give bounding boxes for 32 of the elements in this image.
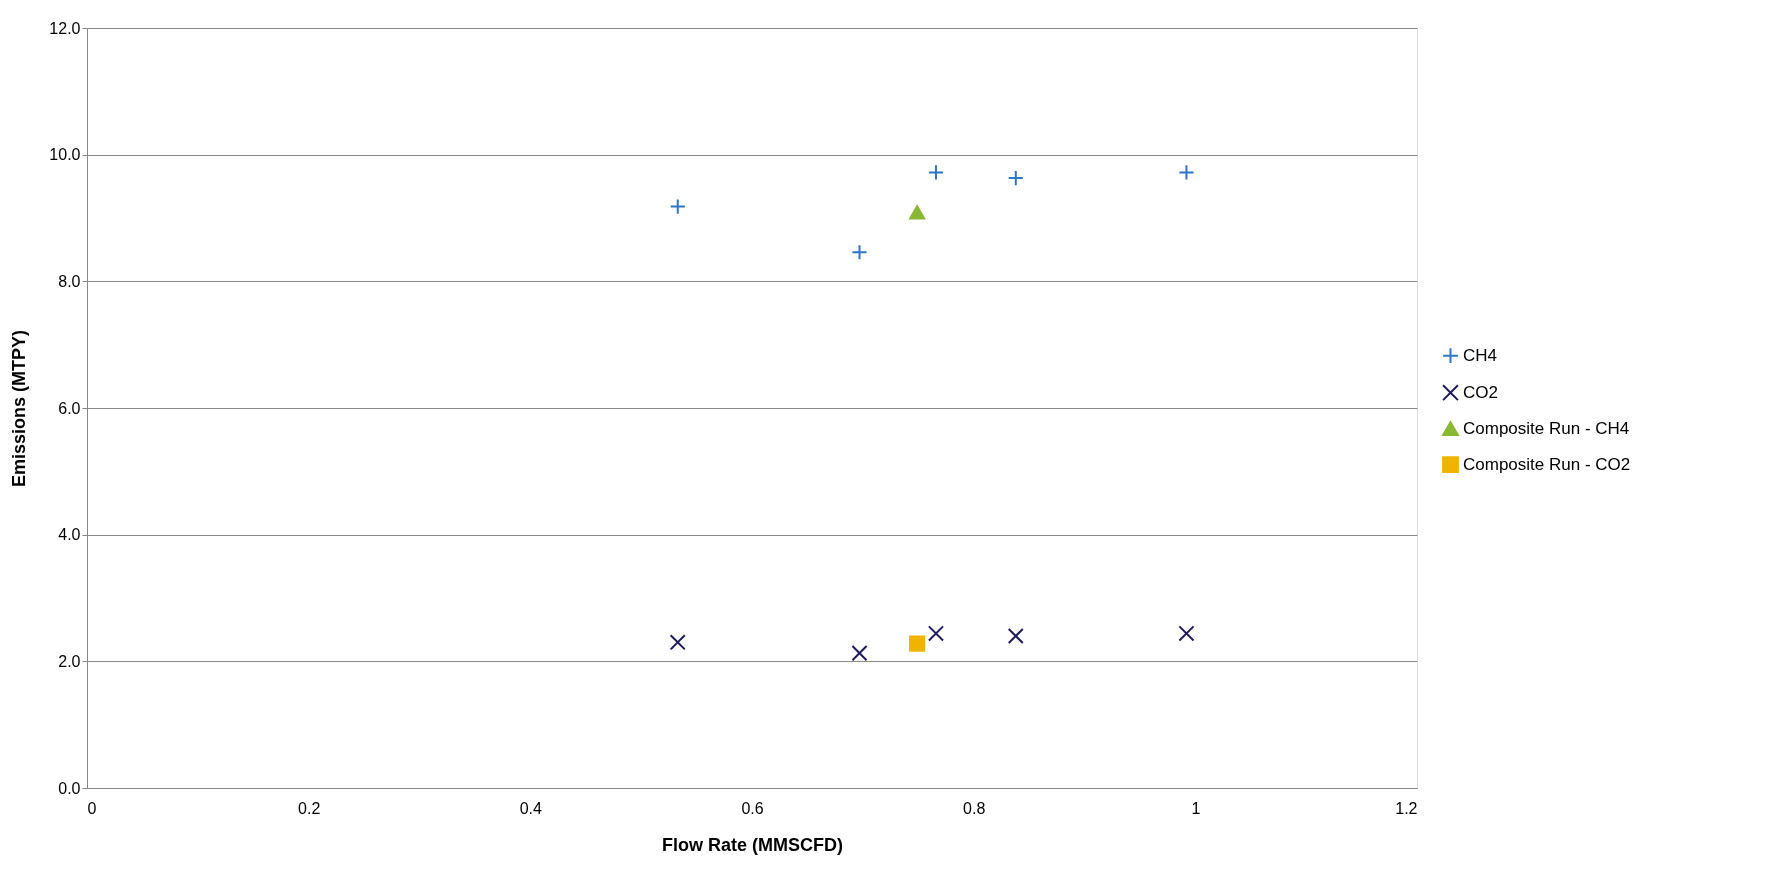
point	[1178, 164, 1195, 181]
y-tick-label: 6.0	[58, 399, 81, 417]
legend-label: Composite Run - CO2	[1463, 454, 1631, 474]
y-tick-label: 0.0	[58, 779, 81, 797]
y-tick-label: 8.0	[58, 272, 81, 290]
y-tick-label: 10.0	[49, 146, 81, 164]
legend-label: Composite Run - CH4	[1463, 418, 1630, 438]
x-tick-label: 1	[1191, 799, 1201, 817]
x-tick-label: 0.2	[298, 799, 321, 817]
y-tick-label: 2.0	[58, 652, 81, 670]
y-tick-label: 4.0	[58, 526, 81, 544]
x-tick-label: 0.4	[519, 799, 543, 817]
x-tick-label: 0.6	[741, 799, 764, 817]
point	[927, 625, 945, 642]
point	[1007, 627, 1024, 645]
point	[909, 635, 926, 652]
point	[1178, 625, 1195, 642]
x-tick-label: 0	[87, 799, 97, 817]
x-tick-label: 0.8	[963, 799, 986, 817]
point	[909, 205, 926, 220]
point	[1007, 170, 1024, 187]
point	[669, 634, 686, 651]
y-tick-label: 12.0	[49, 19, 81, 37]
point	[669, 198, 686, 215]
point	[851, 645, 868, 662]
legend-label: CO2	[1463, 382, 1498, 402]
y-axis-title: Emissions (MTPY)	[9, 329, 30, 488]
point	[927, 164, 945, 181]
legend-label: CH4	[1463, 345, 1498, 365]
point	[851, 244, 868, 261]
x-axis-title: Flow Rate (MMSCFD)	[662, 834, 843, 855]
x-tick-label: 1.2	[1395, 799, 1418, 817]
